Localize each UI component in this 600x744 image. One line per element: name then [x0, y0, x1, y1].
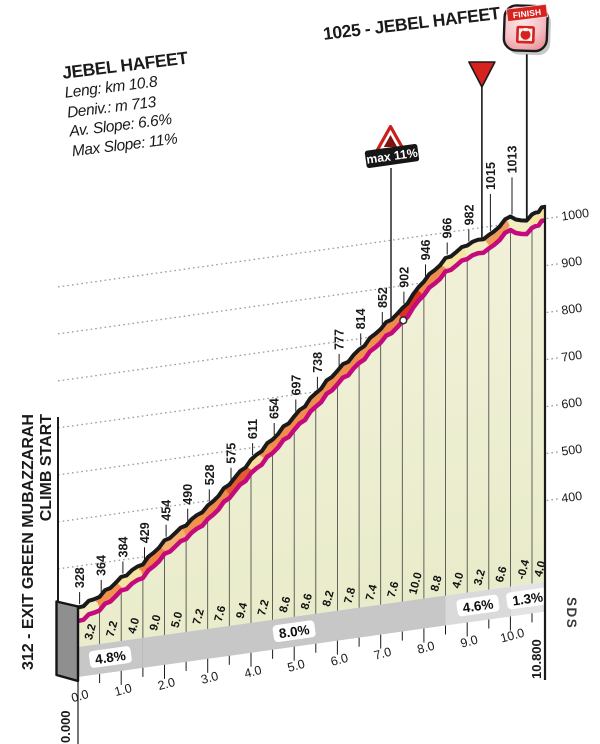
- elevation-label-454: 454: [160, 500, 174, 521]
- km-label-5.0: 5.0: [286, 657, 306, 675]
- section-avg-pill: [456, 594, 500, 617]
- y-axis-label-800: 800: [560, 301, 583, 318]
- km-label-2.0: 2.0: [156, 675, 176, 693]
- y-axis-label-700: 700: [560, 348, 583, 365]
- elevation-label-982: 982: [462, 204, 476, 225]
- elevation-label-528: 528: [203, 464, 217, 485]
- gradient-label-10: 8.6: [299, 592, 315, 611]
- section-avg-4.8%: 4.8%: [88, 646, 132, 668]
- gradient-label-3: 9.0: [148, 614, 164, 633]
- gradient-label-4: 5.0: [170, 611, 186, 630]
- section-avg-label: 8.0%: [278, 622, 311, 641]
- elevation-label-384: 384: [116, 537, 130, 558]
- gradient-label-2: 4.0: [126, 617, 142, 636]
- gradient-label-14: 7.6: [386, 580, 402, 599]
- sds-watermark: SDS: [564, 597, 579, 629]
- end-km-label: 10.800: [529, 639, 544, 679]
- gradient-label-19: 6.6: [494, 565, 510, 584]
- km-label-1.0: 1.0: [113, 681, 133, 699]
- km-label-4.0: 4.0: [243, 663, 263, 681]
- photo-finish-lens: [520, 29, 531, 40]
- finish-ribbon-bg: [505, 3, 549, 23]
- finish-triangle-marker: [468, 61, 496, 88]
- y-axis-label-1000: 1000: [560, 206, 590, 224]
- finish-icon: FINISH: [502, 3, 551, 56]
- gradient-label-7: 9.4: [235, 601, 251, 620]
- elevation-label-852: 852: [376, 287, 390, 308]
- elevation-label-328: 328: [73, 567, 87, 588]
- band-span: [268, 395, 321, 453]
- y-axis-label-500: 500: [560, 442, 583, 459]
- finish-ribbon-label: FINISH: [512, 7, 542, 20]
- elevation-label-364: 364: [95, 555, 109, 576]
- photo-finish-slit: [523, 27, 528, 32]
- y-axis-label-400: 400: [560, 489, 583, 506]
- gradient-label-5: 7.2: [191, 608, 207, 627]
- finish-ribbon: FINISH: [505, 3, 549, 23]
- gradient-label-11: 8.2: [321, 589, 337, 608]
- gradient-label-12: 7.8: [343, 586, 359, 605]
- section-avg-8.0%: 8.0%: [272, 620, 316, 643]
- gradient-label-16: 8.8: [429, 574, 445, 593]
- section-avg-label: 1.3%: [511, 589, 544, 608]
- start-location-label: 312 - EXIT GREEN MUBAZZARAH: [20, 414, 37, 670]
- gradient-label-17: 4.0: [451, 571, 467, 590]
- gradient-label-8: 7.2: [256, 599, 272, 618]
- start-wall: [55, 600, 80, 683]
- elevation-label-490: 490: [181, 484, 195, 505]
- elevation-label-429: 429: [138, 522, 152, 543]
- elevation-label-946: 946: [419, 239, 433, 260]
- band-span: [311, 352, 364, 406]
- y-axis-label-900: 900: [560, 254, 583, 271]
- max-slope-sign-bg: [364, 143, 420, 169]
- km-label-8.0: 8.0: [416, 639, 436, 657]
- gradient-label-20: -0.4: [516, 558, 533, 581]
- elevation-label-654: 654: [268, 398, 282, 419]
- elevation-label-777: 777: [333, 329, 347, 350]
- elevation-label-814: 814: [354, 308, 368, 329]
- max-slope-sign: max 11%: [364, 143, 420, 169]
- gradient-label-6: 7.6: [213, 605, 229, 624]
- profile-outline: [56, 204, 546, 610]
- gradient-label-9: 8.6: [278, 595, 294, 614]
- route-line: [56, 218, 546, 624]
- warning-triangle-inner: [383, 135, 398, 147]
- climb-start-label: CLIMB START: [38, 414, 55, 521]
- elevation-label-697: 697: [289, 375, 303, 396]
- km-label-3.0: 3.0: [199, 669, 219, 687]
- elevation-label-611: 611: [246, 419, 260, 439]
- y-axis-label-600: 600: [560, 395, 583, 412]
- gradient-label-13: 7.4: [364, 583, 380, 602]
- gradient-label-0: 3.2: [83, 623, 99, 642]
- elevation-label-1013: 1013: [506, 146, 520, 174]
- max-gradient-dot: [399, 316, 408, 325]
- gradient-label-15: 10.0: [407, 571, 424, 596]
- km-label-10.0: 10.0: [499, 626, 526, 646]
- km-label-6.0: 6.0: [329, 651, 349, 669]
- section-avg-pill: [272, 620, 316, 643]
- elevation-label-966: 966: [441, 218, 455, 239]
- band-span: [397, 286, 427, 321]
- elevation-label-1015: 1015: [484, 162, 498, 190]
- km-label-9.0: 9.0: [459, 633, 479, 651]
- section-avg-label: 4.6%: [462, 596, 495, 615]
- elevation-label-575: 575: [225, 443, 239, 464]
- section-avg-pill: [506, 587, 550, 610]
- km-label-0.0: 0.0: [70, 687, 90, 705]
- start-km-label: 0.000: [58, 710, 73, 743]
- elevation-label-738: 738: [311, 352, 325, 373]
- section-avg-pill: [88, 646, 132, 668]
- elevation-label-902: 902: [397, 267, 411, 288]
- section-avg-4.6%: 4.6%: [456, 594, 500, 617]
- section-avg-1.3%: 1.3%: [506, 587, 550, 610]
- km-label-7.0: 7.0: [372, 645, 392, 663]
- gradient-label-18: 3.2: [472, 568, 488, 587]
- section-avg-label: 4.8%: [94, 648, 127, 667]
- gradient-label-1: 7.2: [105, 620, 121, 639]
- band-span: [527, 209, 546, 227]
